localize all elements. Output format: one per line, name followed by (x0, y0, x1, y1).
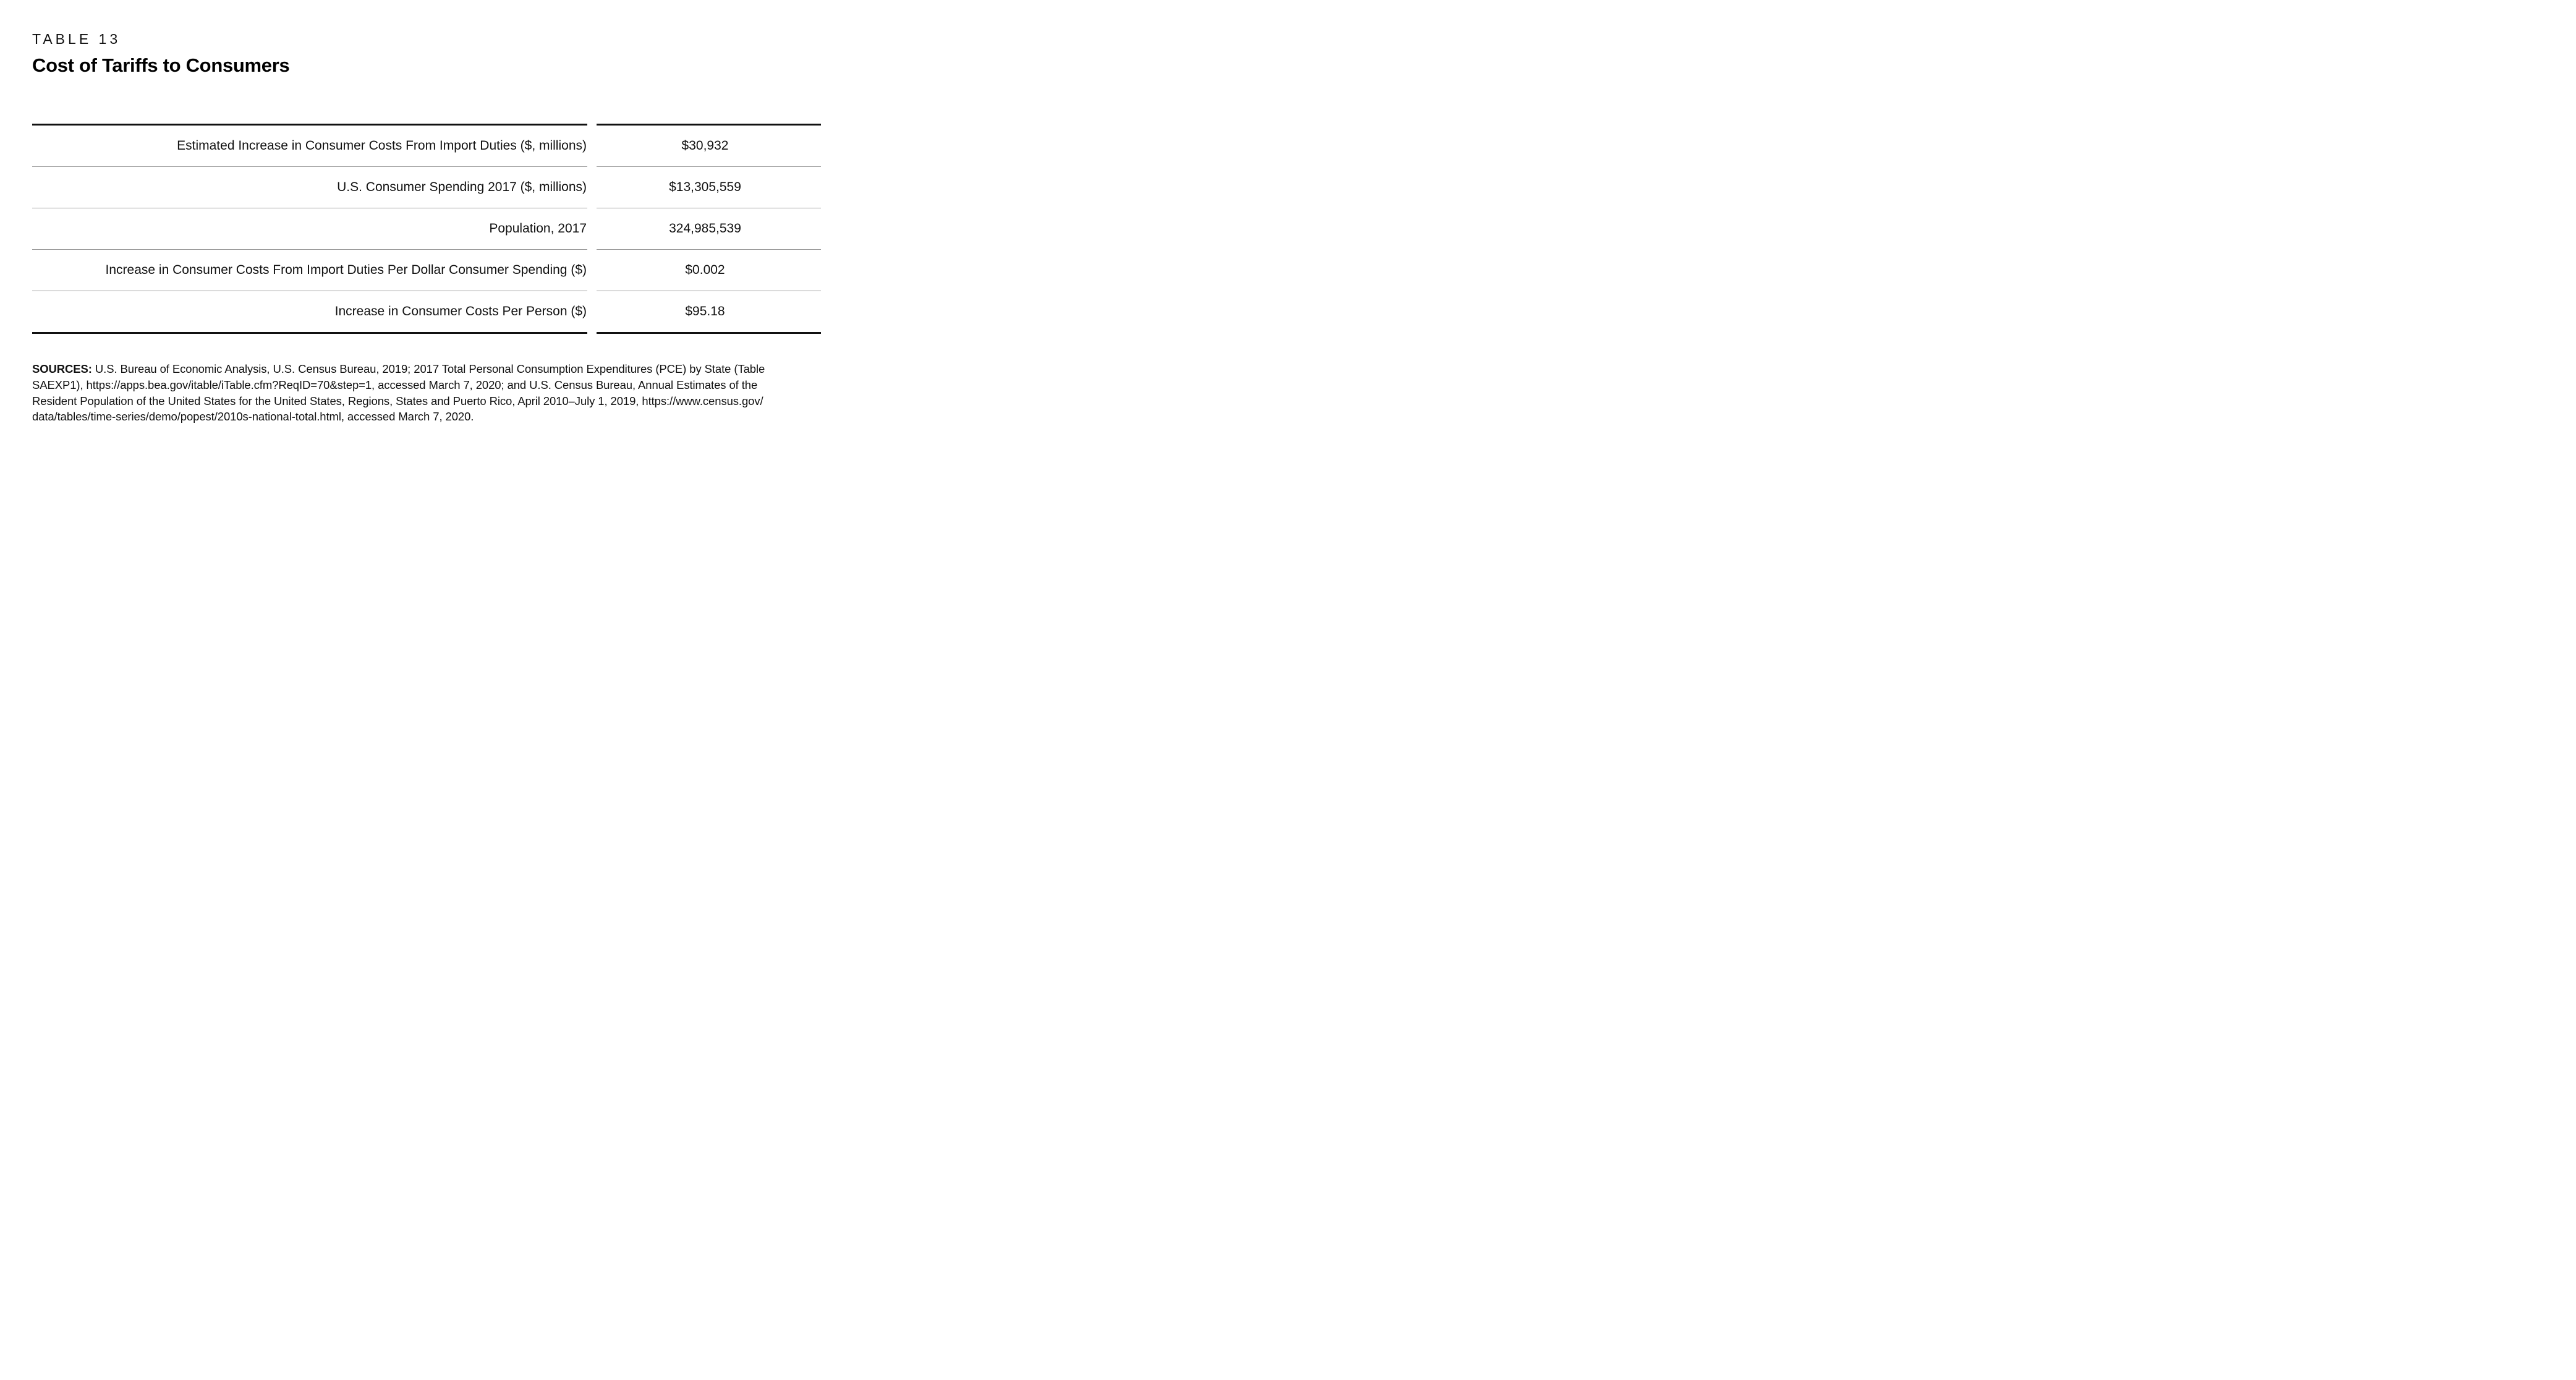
table-row-label: Increase in Consumer Costs Per Person ($… (32, 291, 587, 332)
sources-line: data/tables/time-series/demo/popest/2010… (32, 410, 474, 424)
table-row-label: Population, 2017 (32, 208, 587, 249)
value-column: $30,932 $13,305,559 324,985,539 $0.002 $… (597, 124, 821, 334)
sources-text: U.S. Bureau of Economic Analysis, U.S. C… (91, 362, 765, 375)
label-column: Estimated Increase in Consumer Costs Fro… (32, 124, 587, 334)
sources-line: SOURCES: U.S. Bureau of Economic Analysi… (32, 361, 765, 377)
table-row-value: 324,985,539 (597, 208, 821, 249)
cost-of-tariffs-table: Estimated Increase in Consumer Costs Fro… (32, 124, 821, 334)
table-title: Cost of Tariffs to Consumers (32, 54, 290, 76)
sources-label: SOURCES: (32, 362, 92, 375)
report-page: TABLE 13 Cost of Tariffs to Consumers Es… (0, 0, 859, 460)
table-row-label: Estimated Increase in Consumer Costs Fro… (177, 138, 587, 153)
table-row-label: U.S. Consumer Spending 2017 ($, millions… (32, 166, 587, 208)
table-row-value: $0.002 (597, 249, 821, 291)
sources-line: SAEXP1), https://apps.bea.gov/itable/iTa… (32, 378, 758, 391)
sources-line: Resident Population of the United States… (32, 394, 763, 407)
table-number-kicker: TABLE 13 (32, 31, 121, 47)
table-row-value: $13,305,559 (597, 166, 821, 208)
table-row-label: Increase in Consumer Costs From Import D… (32, 249, 587, 291)
table-row-value: $95.18 (597, 291, 821, 332)
sources-note: SOURCES: U.S. Bureau of Economic Analysi… (32, 361, 765, 425)
table-row-value: $30,932 (681, 138, 729, 153)
